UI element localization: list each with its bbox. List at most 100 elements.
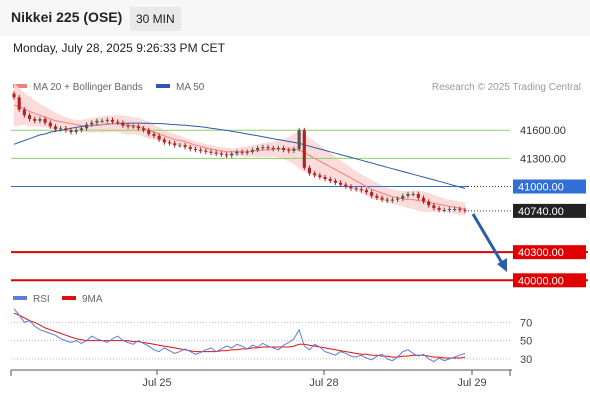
level-last-label-box [513, 203, 586, 218]
candle-body [64, 128, 68, 131]
forecast-arrow-head [497, 258, 507, 272]
candle-body [147, 130, 151, 134]
legend-swatch-rsi [13, 296, 27, 300]
candle-body [256, 148, 260, 150]
candle-body [100, 120, 104, 122]
candle-body [318, 175, 322, 178]
candle-body [364, 190, 369, 193]
time-tick-label: Jul 29 [457, 377, 486, 389]
candle-body [43, 118, 47, 123]
candle-body [38, 118, 42, 121]
rsi-line [13, 308, 466, 363]
candle-body [188, 147, 192, 149]
candle-body [442, 209, 446, 211]
level-support-label-box [513, 245, 586, 260]
watermark: Research © 2025 Trading Central [432, 82, 581, 93]
candle-body [74, 130, 78, 133]
candle-body [142, 128, 146, 131]
time-tick-label: Jul 25 [142, 377, 171, 389]
candle-body [297, 130, 301, 149]
candle-body [152, 133, 156, 136]
instrument-title: Nikkei 225 (OSE) [11, 9, 123, 25]
ma20-line [13, 104, 466, 210]
level-last-label: 40740.00 [518, 206, 564, 218]
rsi-ma-line [13, 312, 466, 359]
candle-body [339, 182, 343, 185]
rsi-tick-label: 50 [520, 336, 532, 348]
level-support-label-box [513, 273, 586, 288]
level-support-label: 40000.00 [518, 275, 564, 287]
candle-body [219, 153, 223, 155]
forecast-arrow [471, 213, 504, 264]
legend-swatch-rsi-ma [62, 296, 76, 300]
candle-body [131, 126, 135, 128]
header-bar [0, 0, 590, 36]
legend-label-rsi-ma: 9MA [82, 294, 103, 305]
time-tick-label: Jul 28 [309, 377, 338, 389]
bollinger-band [14, 83, 465, 216]
candle-body [162, 139, 166, 143]
candle-body [250, 149, 255, 152]
candle-body [375, 195, 379, 198]
candle-body [59, 128, 63, 130]
candle-body [224, 154, 229, 156]
candle-body [349, 186, 353, 189]
candle-body [416, 194, 420, 198]
candle-body [359, 189, 363, 191]
candle-body [333, 180, 337, 183]
candle-body [411, 194, 415, 196]
candle-body [447, 209, 452, 211]
candle-body [302, 130, 306, 168]
candle-body [370, 192, 374, 196]
candle-body [33, 118, 37, 121]
legend-label-ma20: MA 20 + Bollinger Bands [33, 82, 143, 93]
candle-body [126, 125, 130, 127]
candle-body [95, 120, 99, 123]
candle-body [292, 148, 296, 151]
candle-body [453, 209, 457, 211]
candle-body [354, 188, 358, 190]
candle-body [136, 126, 140, 129]
candle-body [421, 197, 426, 202]
candle-body [17, 97, 21, 110]
candle-body [157, 135, 161, 140]
level-pivot-label-box [513, 179, 586, 194]
candle-body [116, 121, 120, 123]
candle-body [53, 126, 58, 130]
candle-body [90, 122, 94, 125]
candle-body [235, 151, 239, 154]
candle-body [12, 93, 16, 98]
candle-body [282, 148, 286, 150]
legend-swatch-ma20 [13, 84, 27, 88]
candle-body [401, 195, 405, 199]
timeframe-button[interactable]: 30 MIN [130, 7, 181, 31]
candle-body [390, 199, 394, 201]
rsi-tick-label: 70 [520, 317, 532, 329]
candle-body [245, 151, 249, 153]
candle-body [110, 119, 115, 122]
candle-body [178, 145, 182, 147]
candle-body [328, 178, 332, 181]
candle-body [230, 153, 234, 156]
candle-body [313, 173, 317, 176]
candle-body [344, 184, 348, 187]
level-resistance-label: 41300.00 [520, 153, 566, 165]
candle-body [183, 145, 187, 148]
candle-body [463, 209, 467, 211]
candle-body [204, 150, 208, 152]
candle-body [27, 115, 32, 119]
candle-body [209, 151, 213, 153]
candle-body [276, 148, 280, 150]
candle-body [167, 142, 172, 144]
level-pivot-label: 41000.00 [518, 182, 564, 194]
timestamp: Monday, July 28, 2025 9:26:33 PM CET [13, 41, 225, 55]
legend-swatch-ma50 [156, 84, 170, 88]
legend-label-ma50: MA 50 [176, 82, 205, 93]
candle-body [173, 143, 177, 146]
candle-body [79, 128, 83, 131]
candle-body [406, 194, 410, 196]
candle-body [199, 149, 203, 151]
candle-body [385, 199, 389, 201]
